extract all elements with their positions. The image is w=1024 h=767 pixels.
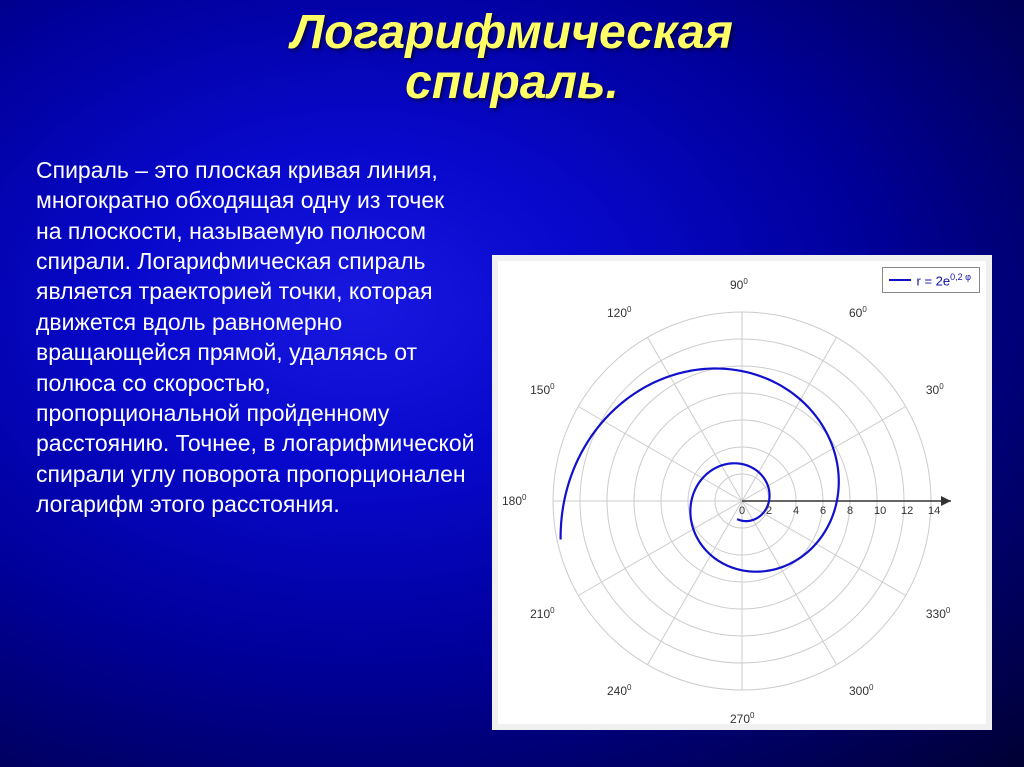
angle-label: 3300	[926, 606, 950, 621]
legend-formula: r = 2e0,2 φ	[917, 272, 971, 288]
axis-tick: 14	[928, 505, 940, 517]
angle-label: 3000	[849, 683, 873, 698]
title-line-1: Логарифмическая	[0, 8, 1024, 58]
angle-label: 900	[730, 277, 748, 292]
legend-line-sample	[889, 279, 911, 281]
angle-label: 2100	[530, 606, 554, 621]
axis-tick: 10	[874, 505, 886, 517]
axis-tick: 4	[793, 505, 799, 517]
chart-legend: r = 2e0,2 φ	[882, 267, 980, 293]
axis-tick: 12	[901, 505, 913, 517]
polar-chart-svg	[498, 261, 986, 724]
axis-tick: 2	[766, 505, 772, 517]
angle-label: 1500	[530, 382, 554, 397]
axis-tick: 6	[820, 505, 826, 517]
body-text: Спираль – это плоская кривая линия, мног…	[36, 155, 476, 519]
spiral-chart: r = 2e0,2 φ 0 2 4 6 8 10 12 14 300 600 900 1200 1500…	[492, 255, 992, 730]
title-line-2: спираль.	[0, 58, 1024, 108]
angle-label: 600	[849, 305, 867, 320]
angle-label: 2400	[607, 683, 631, 698]
angle-label: 2700	[730, 711, 754, 726]
angle-label: 1800	[502, 493, 526, 508]
angle-label: 300	[926, 382, 944, 397]
angle-label: 1200	[607, 305, 631, 320]
axis-tick: 0	[739, 505, 745, 517]
axis-tick: 8	[847, 505, 853, 517]
